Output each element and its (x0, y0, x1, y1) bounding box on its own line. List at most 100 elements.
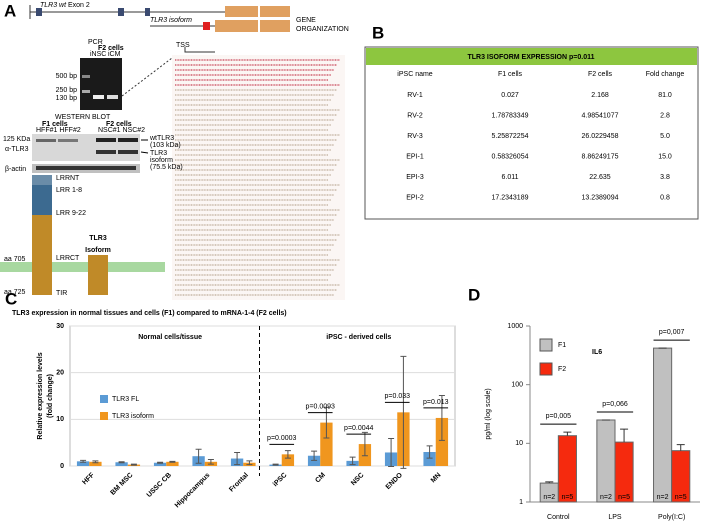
bar (76, 461, 90, 466)
group-label: iPSC - derived cells (326, 334, 391, 341)
x-tick-label: iPSC (272, 472, 289, 489)
table-frame (364, 46, 699, 220)
y-axis-label: (fold change) (47, 374, 54, 418)
gel (80, 58, 122, 110)
band-label: (75.5 kDa) (150, 164, 183, 171)
table-cell: 5.25872254 (492, 133, 529, 140)
table-cell: 81.0 (658, 92, 672, 99)
gene-org: GENE (296, 17, 316, 24)
error-bar (676, 444, 685, 451)
error-bar (130, 463, 137, 466)
table-cell: RV-2 (407, 112, 423, 119)
exon (118, 8, 124, 16)
table-cell: 2.168 (591, 92, 609, 99)
x-tick-label: MN (430, 472, 443, 485)
exon-label: Exon 2 (68, 2, 90, 9)
domain (32, 185, 52, 215)
x-tick-label: Frontal (228, 472, 250, 494)
x-tick-label: NSC (350, 472, 365, 487)
bar (153, 462, 167, 466)
legend-label: F2 (558, 366, 566, 373)
error-bar (311, 450, 318, 461)
exon-gap (258, 20, 260, 32)
legend-swatch (539, 338, 553, 352)
gene-label: TLR3 wt (40, 2, 67, 9)
connector (121, 57, 173, 97)
wb-label: WESTERN BLOT (55, 114, 111, 121)
x-tick-label: USSC CB (146, 472, 173, 499)
p-value: p=0,066 (602, 401, 628, 408)
band-arrow (140, 151, 149, 154)
p-value: p=0.0093 (306, 403, 335, 410)
bar (281, 454, 295, 466)
p-value: p=0.0044 (344, 425, 373, 432)
bp-label: 250 bp (56, 87, 78, 94)
isoform-title: Isoform (85, 247, 111, 254)
bar (596, 419, 616, 503)
legend-label: F1 (558, 342, 566, 349)
n-label: n=5 (618, 494, 630, 501)
isoform-title: TLR3 (89, 235, 107, 242)
aa-label: aa 725 (4, 289, 26, 296)
x-tick-label: BM MSC (109, 472, 134, 497)
error-bar (438, 395, 445, 441)
blot-band (36, 139, 56, 142)
band-label: isoform (150, 157, 173, 164)
exon (225, 6, 290, 17)
n-label: n=5 (561, 494, 573, 501)
tss-label: TSS (176, 42, 190, 49)
panel-b: B TLR3 ISOFORM EXPRESSION p=0.011 iPSC n… (364, 23, 699, 220)
panel-letter: A (4, 1, 16, 20)
panel-letter: D (468, 285, 480, 304)
exon (203, 22, 210, 30)
table-cell: 0.58326054 (492, 153, 529, 160)
legend-swatch (100, 412, 108, 420)
pcr-lane: iNSC (90, 51, 106, 58)
tss-arrow (184, 47, 215, 53)
y-axis-label: pg/ml (log scale) (485, 388, 492, 439)
error-bar (80, 459, 87, 463)
table-cell: EPI-3 (406, 174, 424, 181)
wb-cells: F2 cells (106, 121, 132, 128)
error-bar (157, 461, 164, 464)
bar (557, 435, 577, 503)
y-tick-label: 1000 (507, 323, 523, 330)
domain (32, 215, 52, 295)
bar (435, 417, 449, 466)
legend-swatch (100, 395, 108, 403)
exon (215, 20, 290, 32)
table-cell: RV-1 (407, 92, 423, 99)
table-cell: 13.2389094 (582, 194, 619, 201)
table-cell: 4.98541077 (582, 112, 619, 119)
p-value: p=0,007 (659, 329, 685, 336)
panel-d: D 1 10 100 1000 pg/ml (log scale) IL6 F1 F2 Contr… (468, 285, 700, 521)
x-tick-label: ENDO (385, 471, 405, 491)
panel-letter: C (5, 289, 17, 308)
band-label: (103 kDa) (150, 142, 181, 149)
table-header: Fold change (646, 71, 685, 78)
p-value: p=0.0003 (267, 435, 296, 442)
exon (145, 8, 150, 16)
pcr-cells: F2 cells (98, 45, 124, 52)
antibody: α-TLR3 (5, 146, 29, 153)
error-bar (563, 431, 572, 436)
gel-band (82, 90, 90, 93)
group-label: Normal cells/tissue (138, 334, 202, 341)
error-bar (400, 355, 407, 469)
y-tick-label: 30 (56, 323, 64, 330)
pcr-label: PCR (88, 39, 103, 46)
domain-label: LRR 9-22 (56, 210, 86, 217)
blot-band (118, 150, 138, 154)
p-value: p=0,005 (546, 413, 572, 420)
bar (423, 452, 436, 466)
x-tick-label: LPS (608, 514, 622, 521)
table-cell: 6.011 (502, 174, 519, 181)
error-bar (272, 463, 279, 466)
gene-label: TLR3 isoform (150, 17, 192, 24)
x-tick-label: HFF (81, 471, 96, 486)
gel-band (93, 95, 104, 99)
domain-label: LRRNT (56, 175, 80, 182)
panel-a: A TLR3 wt Exon 2 TLR3 isoform GENE ORGAN… (0, 1, 349, 300)
table-cell: 0.8 (660, 194, 670, 201)
